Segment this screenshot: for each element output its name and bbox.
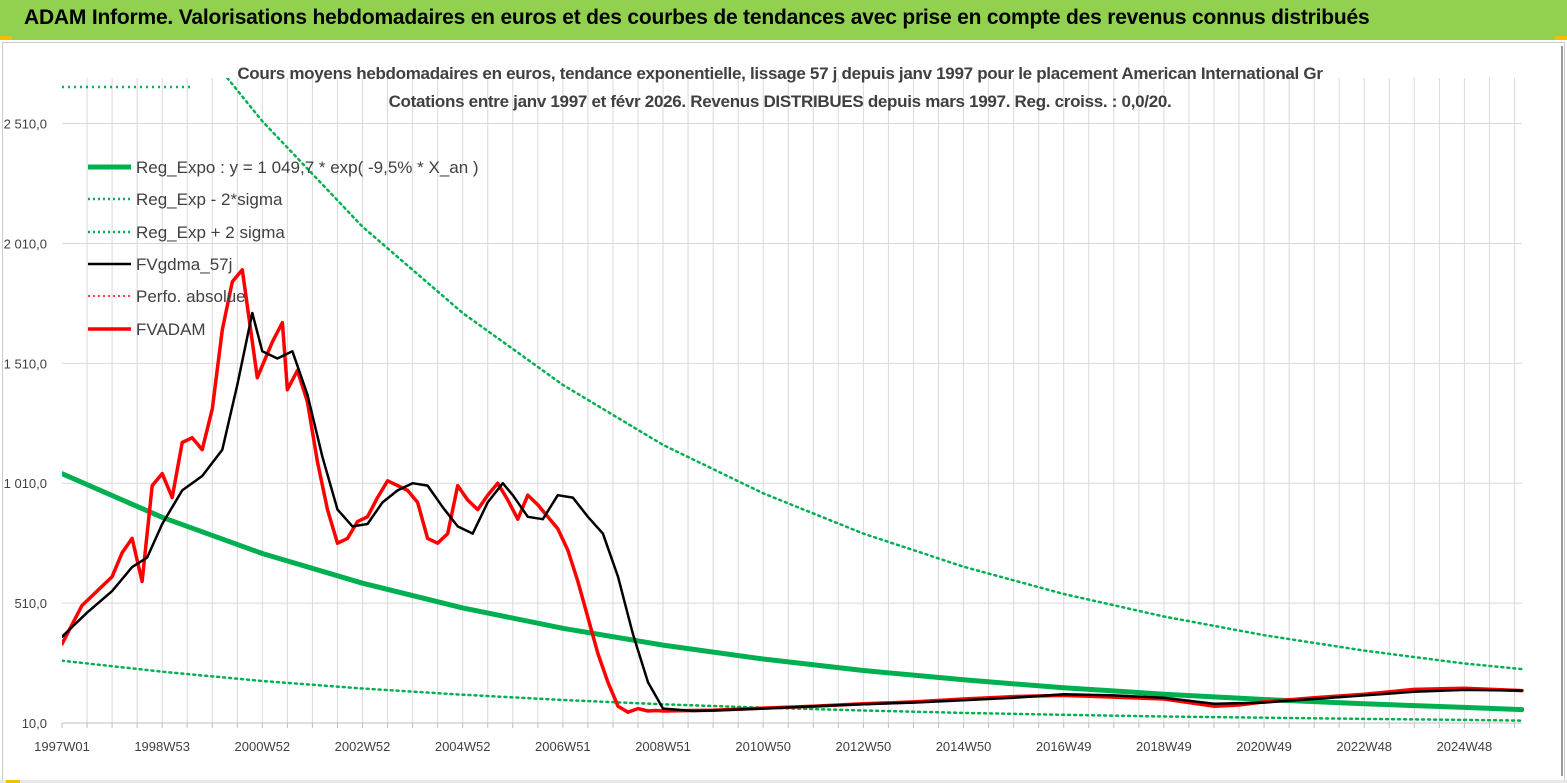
bottom-edge-band [0,780,1567,783]
legend-label: FVADAM [136,320,206,339]
x-tick-label: 2020W49 [1236,739,1292,754]
legend-label: FVgdma_57j [136,255,232,274]
series-reg-exp-plus-2sigma [226,78,1524,671]
legend-label: Perfo. absolue [136,287,246,306]
series-fvgdma-57j [62,311,1524,713]
x-tick-label: 2024W48 [1437,739,1493,754]
chart-subtitle: Cotations entre janv 1997 et févr 2026. … [388,92,1172,111]
x-tick-label: 2014W50 [936,739,992,754]
series-fvadam [62,268,1524,714]
x-tick-label: 2004W52 [435,739,491,754]
page-title: ADAM Informe. Valorisations hebdomadaire… [24,6,1370,29]
series-layer [62,78,1524,722]
bottom-accent [6,780,20,783]
y-tick-label: 2 010,0 [4,236,47,251]
y-tick-label: 2 510,0 [4,117,47,132]
x-tick-label: 2000W52 [235,739,291,754]
x-tick-label: 2002W52 [335,739,391,754]
series-reg-exp-minus-2sigma [62,659,1524,722]
x-tick-label: 2006W51 [535,739,591,754]
series-reg-expo [62,471,1524,713]
axis-layer: 10,0 510,0 1 010,0 1 510,0 2 010,0 2 510,0 199… [4,117,1522,754]
x-tick-label: 2010W50 [735,739,791,754]
x-tick-label: 2008W51 [635,739,691,754]
y-tick-label: 1 010,0 [4,476,47,491]
legend: Reg_Expo : y = 1 049,7 * exp( -9,5% * X_… [88,158,479,339]
y-tick-label: 1 510,0 [4,356,47,371]
x-tick-label: 2018W49 [1136,739,1192,754]
chart-title: Cours moyens hebdomadaires en euros, ten… [237,64,1323,83]
x-tick-label: 2022W48 [1336,739,1392,754]
legend-label: Reg_Exp + 2 sigma [136,223,285,242]
legend-label: Reg_Expo : y = 1 049,7 * exp( -9,5% * X_… [136,158,479,177]
right-edge-bar [1561,46,1563,776]
banner-accent-left [0,36,12,40]
banner-accent-right [1555,36,1567,40]
x-tick-label: 2016W49 [1036,739,1092,754]
grid-layer [62,78,1522,723]
legend-label: Reg_Exp - 2*sigma [136,190,283,209]
x-tick-label: 2012W50 [836,739,892,754]
x-tick-label: 1998W53 [134,739,190,754]
x-tick-label: 1997W01 [34,739,90,754]
header-banner [0,0,1567,40]
y-tick-label: 510,0 [14,596,47,611]
y-tick-label: 10,0 [22,716,47,731]
